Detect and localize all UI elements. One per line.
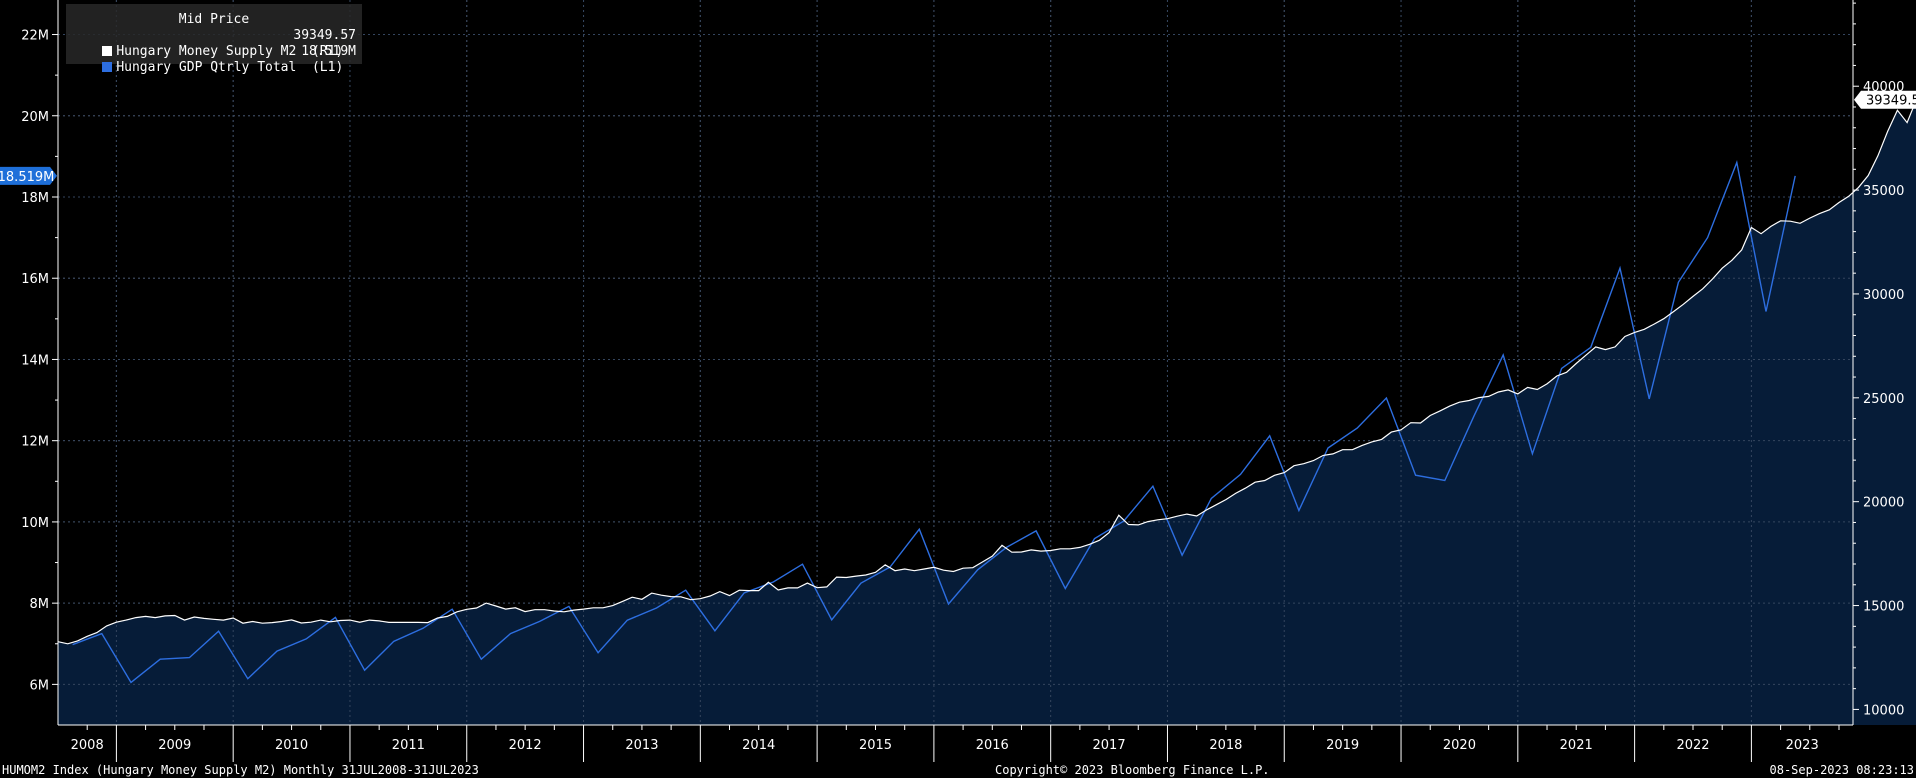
legend-label-m2: Hungary Money Supply M2 (R1): [116, 44, 344, 59]
m2-last-value-box: [1854, 90, 1916, 109]
x-tick-label: 2023: [1786, 738, 1819, 753]
series-lines: [57, 99, 1916, 684]
x-tick-label: 2020: [1443, 738, 1476, 753]
x-tick-label: 2008: [71, 738, 104, 753]
legend-swatch-gdp: [102, 62, 113, 72]
m2-series-line: [57, 99, 1916, 645]
footer-security: HUMOM2 Index (Hungary Money Supply M2) M…: [2, 763, 479, 777]
left-tick-label: 12M: [21, 435, 49, 450]
legend-value-m2: 39349.57: [293, 28, 356, 43]
right-tick-label: 35000: [1863, 184, 1904, 199]
x-tick-label: 2017: [1093, 738, 1126, 753]
x-tick-label: 2022: [1676, 738, 1709, 753]
x-tick-label: 2015: [859, 738, 892, 753]
x-tick-label: 2018: [1209, 738, 1242, 753]
x-tick-label: 2011: [392, 738, 425, 753]
x-axis-ticks: 2008 2009 2010 2011 2012 2013 2014 2015 2016 2017…: [71, 725, 1840, 762]
x-tick-label: 2009: [158, 738, 191, 753]
gdp-series-line: [72, 159, 1796, 684]
x-tick-label: 2013: [625, 738, 658, 753]
right-tick-label: 15000: [1863, 600, 1904, 615]
x-tick-label: 2014: [742, 738, 775, 753]
legend-value-gdp: 18.519M: [301, 44, 356, 59]
gdp-last-value-label: 18.519M: [0, 170, 54, 185]
footer-copyright: Copyright© 2023 Bloomberg Finance L.P.: [995, 763, 1270, 777]
x-tick-label: 2021: [1560, 738, 1593, 753]
legend-label-gdp: Hungary GDP Qtrly Total (L1): [116, 60, 344, 75]
footer-timestamp: 08-Sep-2023 08:23:13: [1769, 763, 1915, 777]
footer: HUMOM2 Index (Hungary Money Supply M2) M…: [0, 762, 1916, 778]
left-tick-label: 16M: [21, 272, 49, 287]
left-tick-label: 6M: [30, 678, 50, 693]
x-tick-label: 2012: [509, 738, 542, 753]
x-tick-label: 2016: [976, 738, 1009, 753]
right-tick-label: 10000: [1863, 703, 1904, 718]
x-tick-label: 2019: [1326, 738, 1359, 753]
legend: Mid Price Hungary Money Supply M2 (R1) 3…: [66, 4, 362, 75]
legend-item-gdp[interactable]: Hungary GDP Qtrly Total (L1) 18.519M: [66, 44, 362, 75]
axes: [57, 0, 1854, 726]
right-tick-label: 20000: [1863, 496, 1904, 511]
legend-swatch-m2: [102, 46, 113, 56]
m2-area: [58, 100, 1916, 725]
left-axis-ticks: 6M 8M 10M 12M 14M 16M 18M 20M 22M: [21, 29, 58, 693]
left-tick-label: 20M: [21, 110, 49, 125]
left-tick-label: 8M: [30, 597, 50, 612]
left-tick-label: 14M: [21, 353, 49, 368]
m2-last-value-label: 39349.57: [1866, 94, 1916, 109]
legend-title: Mid Price: [178, 12, 250, 27]
left-tick-label: 10M: [21, 516, 49, 531]
left-tick-label: 22M: [21, 29, 49, 44]
legend-item-m2[interactable]: Hungary Money Supply M2 (R1) 39349.57: [66, 28, 362, 59]
last-value-labels: 39349.57 18.519M: [0, 90, 1916, 185]
area-fill: [58, 0, 1916, 725]
x-tick-label: 2010: [275, 738, 308, 753]
right-tick-label: 25000: [1863, 392, 1904, 407]
right-tick-label: 30000: [1863, 288, 1904, 303]
gdp-last-value-box: [0, 166, 57, 185]
left-tick-label: 18M: [21, 191, 49, 206]
